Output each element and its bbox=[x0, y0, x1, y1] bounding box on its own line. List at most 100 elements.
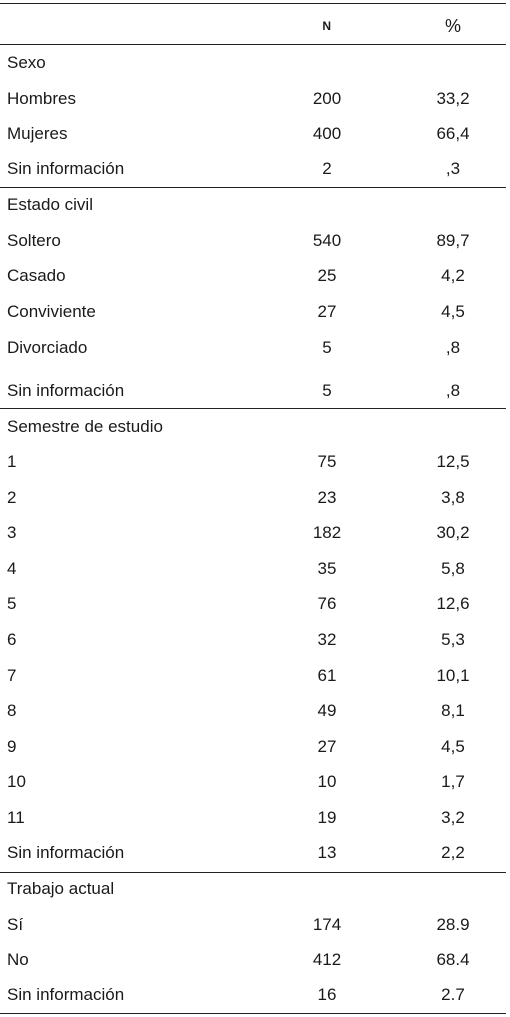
table-row: Sí 174 28.9 bbox=[0, 907, 506, 943]
table-row: 4 35 5,8 bbox=[0, 551, 506, 587]
row-label: 4 bbox=[7, 559, 17, 578]
table-row: No 412 68.4 bbox=[0, 942, 506, 978]
row-percent: 8,1 bbox=[441, 701, 465, 720]
row-label: 2 bbox=[7, 488, 17, 507]
row-percent: 5,3 bbox=[441, 630, 465, 649]
row-label: Sin información bbox=[7, 843, 125, 862]
row-label: Divorciado bbox=[7, 338, 88, 357]
section-rule bbox=[0, 872, 506, 873]
table-row: 6 32 5,3 bbox=[0, 622, 506, 658]
section-rule bbox=[0, 408, 506, 409]
row-percent: 4,2 bbox=[441, 266, 465, 285]
row-n: 23 bbox=[317, 488, 337, 507]
row-label: No bbox=[7, 950, 29, 969]
row-percent: 30,2 bbox=[436, 523, 470, 542]
header-n: N bbox=[322, 19, 332, 33]
row-percent: 5,8 bbox=[441, 559, 465, 578]
table-row: 10 10 1,7 bbox=[0, 764, 506, 800]
row-n: 27 bbox=[317, 737, 337, 756]
row-percent: 3,8 bbox=[441, 488, 465, 507]
row-n: 76 bbox=[317, 594, 337, 613]
row-n: 182 bbox=[312, 523, 342, 542]
row-n: 5 bbox=[322, 338, 332, 357]
section-title: Estado civil bbox=[7, 195, 93, 214]
table-row: 1 75 12,5 bbox=[0, 444, 506, 480]
row-label: Soltero bbox=[7, 231, 61, 250]
row-label: Hombres bbox=[7, 89, 76, 108]
row-n: 412 bbox=[312, 950, 342, 969]
row-label: 9 bbox=[7, 737, 17, 756]
table-row: 9 27 4,5 bbox=[0, 729, 506, 765]
row-percent: 1,7 bbox=[441, 772, 465, 791]
table-row: Hombres 200 33,2 bbox=[0, 81, 506, 117]
row-percent: 89,7 bbox=[436, 231, 470, 250]
row-percent: 33,2 bbox=[436, 89, 470, 108]
row-label: Conviviente bbox=[7, 302, 96, 321]
top-rule bbox=[0, 3, 506, 4]
row-percent: 28.9 bbox=[436, 915, 470, 934]
row-label: 1 bbox=[7, 452, 17, 471]
row-n: 13 bbox=[317, 843, 337, 862]
row-n: 200 bbox=[312, 89, 342, 108]
row-n: 35 bbox=[317, 559, 337, 578]
table-row: Sin información 2 ,3 bbox=[0, 151, 506, 187]
row-percent: 10,1 bbox=[436, 666, 470, 685]
section-title: Trabajo actual bbox=[7, 879, 115, 898]
row-n: 61 bbox=[317, 666, 337, 685]
row-percent: 66,4 bbox=[436, 124, 470, 143]
header-percent: % bbox=[444, 16, 461, 36]
row-label: 8 bbox=[7, 701, 17, 720]
row-n: 2 bbox=[322, 159, 332, 178]
section-title-row: Estado civil bbox=[0, 187, 506, 223]
row-label: Sin información bbox=[7, 381, 125, 400]
section-title-row: Sexo bbox=[0, 45, 506, 81]
row-percent: 2,2 bbox=[441, 843, 465, 862]
table-row: Sin información 5 ,8 bbox=[0, 373, 506, 409]
row-n: 75 bbox=[317, 452, 337, 471]
row-percent: ,8 bbox=[445, 381, 461, 400]
row-label: 3 bbox=[7, 523, 17, 542]
row-n: 49 bbox=[317, 701, 337, 720]
row-percent: ,8 bbox=[445, 338, 461, 357]
section-title-row: Trabajo actual bbox=[0, 871, 506, 907]
row-label: 6 bbox=[7, 630, 17, 649]
row-n: 32 bbox=[317, 630, 337, 649]
section-title: Semestre de estudio bbox=[7, 417, 163, 436]
row-n: 174 bbox=[312, 915, 342, 934]
bottom-rule bbox=[0, 1013, 506, 1014]
row-percent: 12,5 bbox=[436, 452, 470, 471]
row-label: Sin información bbox=[7, 159, 125, 178]
row-percent: 68.4 bbox=[436, 950, 470, 969]
row-label: 5 bbox=[7, 594, 17, 613]
row-label: Sin información bbox=[7, 985, 125, 1004]
header-rule bbox=[0, 44, 506, 45]
table-row: 7 61 10,1 bbox=[0, 658, 506, 694]
row-label: Sí bbox=[7, 915, 24, 934]
table-row: 11 19 3,2 bbox=[0, 800, 506, 836]
row-n: 540 bbox=[312, 231, 342, 250]
row-label: Mujeres bbox=[7, 124, 68, 143]
row-n: 5 bbox=[322, 381, 332, 400]
section-title-row: Semestre de estudio bbox=[0, 409, 506, 445]
row-percent: 12,6 bbox=[436, 594, 470, 613]
row-percent: 3,2 bbox=[441, 808, 465, 827]
row-n: 19 bbox=[317, 808, 337, 827]
table-row: Divorciado 5 ,8 bbox=[0, 330, 506, 366]
section-title: Sexo bbox=[7, 53, 46, 72]
table-row: Casado 25 4,2 bbox=[0, 258, 506, 294]
table-row: Sin información 13 2,2 bbox=[0, 835, 506, 871]
table-row: 5 76 12,6 bbox=[0, 586, 506, 622]
table-row: 2 23 3,8 bbox=[0, 480, 506, 516]
table-row: Conviviente 27 4,5 bbox=[0, 294, 506, 330]
row-n: 16 bbox=[317, 985, 337, 1004]
row-n: 25 bbox=[317, 266, 337, 285]
row-label: 7 bbox=[7, 666, 17, 685]
row-label: 11 bbox=[7, 808, 25, 827]
table-row: 8 49 8,1 bbox=[0, 693, 506, 729]
table-row: 3 182 30,2 bbox=[0, 515, 506, 551]
table-row: Soltero 540 89,7 bbox=[0, 223, 506, 259]
row-label: Casado bbox=[7, 266, 66, 285]
row-percent: 4,5 bbox=[441, 302, 465, 321]
row-n: 400 bbox=[312, 124, 342, 143]
